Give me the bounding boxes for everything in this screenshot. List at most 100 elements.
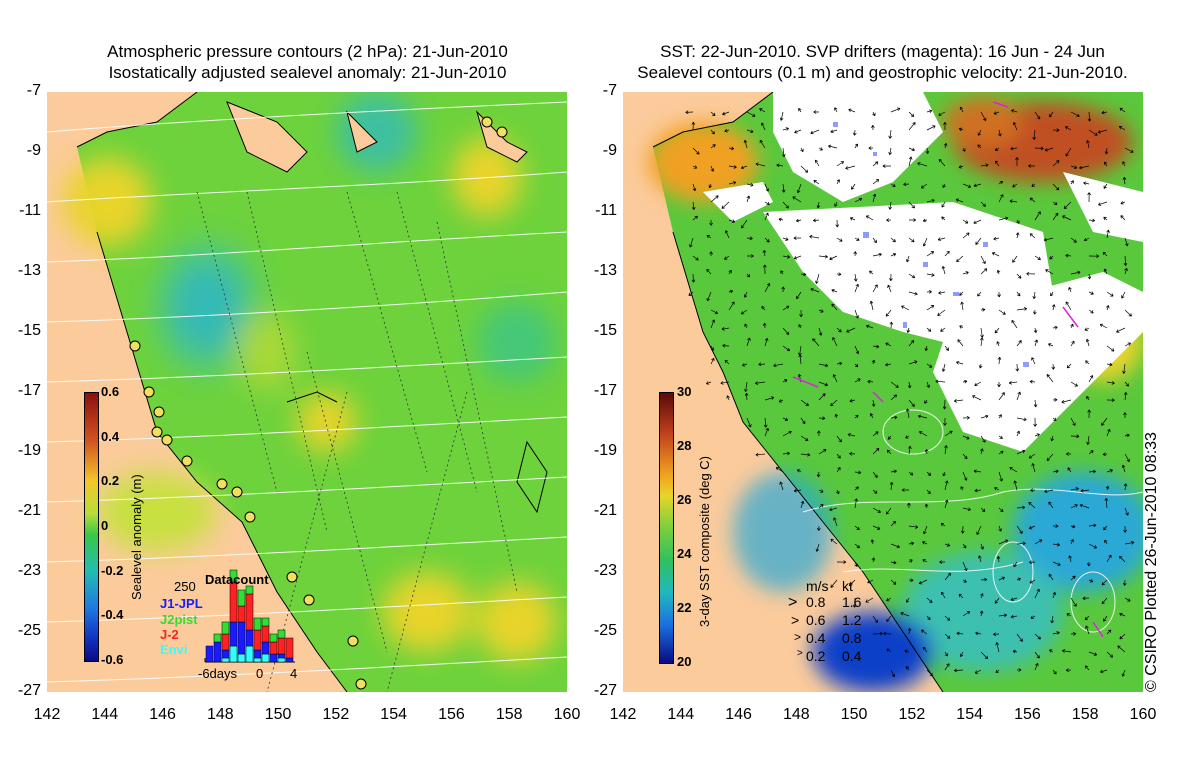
- velocity-arrow: [764, 183, 769, 192]
- velocity-arrow: [836, 327, 842, 333]
- velocity-arrow: [724, 359, 730, 365]
- velocity-arrow: [1009, 467, 1018, 473]
- velocity-arrow: [728, 301, 735, 311]
- left-x-tick: 152: [322, 706, 350, 723]
- left-y-tick: -23: [17, 562, 41, 579]
- velocity-arrow: [1088, 450, 1094, 455]
- velocity-arrow: [1103, 216, 1108, 221]
- plot-credit: © CSIRO Plotted 26-Jun-2010 08:33: [1143, 432, 1160, 692]
- datacount-xlabel-zero: 0: [256, 666, 264, 681]
- velocity-arrow: [974, 669, 982, 674]
- velocity-arrow: [1051, 304, 1056, 311]
- velocity-arrow: [865, 597, 874, 603]
- velocity-arrow: [818, 309, 824, 313]
- velocity-arrow: [846, 327, 856, 333]
- velocity-arrow: [872, 284, 878, 293]
- velocity-arrow: [764, 427, 769, 437]
- velocity-arrow: [1008, 381, 1018, 385]
- velocity-arrow: [1119, 107, 1126, 113]
- velocity-arrow: [691, 201, 696, 210]
- velocity-arrow: [1105, 305, 1110, 311]
- velocity-arrow: [853, 251, 858, 257]
- velocity-arrow: [943, 122, 947, 131]
- velocity-arrow: [1052, 669, 1057, 675]
- velocity-arrow: [980, 651, 989, 660]
- velocity-arrow: [944, 345, 950, 351]
- velocity-arrow: [1070, 575, 1076, 581]
- velocity-key-kt: 0.4: [842, 648, 862, 664]
- velocity-arrow: [1012, 122, 1018, 131]
- velocity-arrow: [938, 111, 946, 117]
- left-map-title: Atmospheric pressure contours (2 hPa): 2…: [50, 41, 565, 83]
- velocity-arrow: [872, 344, 880, 349]
- velocity-arrow: [740, 165, 748, 170]
- velocity-arrow: [923, 525, 928, 535]
- right-x-tick: 144: [667, 706, 695, 723]
- velocity-arrow: [908, 445, 912, 455]
- velocity-arrow: [1123, 412, 1127, 419]
- velocity-arrow: [1106, 381, 1115, 385]
- velocity-arrow: [708, 183, 713, 189]
- velocity-arrow: [1122, 161, 1126, 167]
- left-title-line1: Atmospheric pressure contours (2 hPa): 2…: [107, 42, 508, 61]
- velocity-arrow: [1046, 453, 1054, 462]
- velocity-arrow: [1011, 319, 1018, 329]
- velocity-arrow: [922, 237, 928, 247]
- velocity-arrow: [956, 360, 964, 365]
- velocity-arrow: [759, 139, 766, 149]
- velocity-arrow: [1026, 271, 1036, 276]
- right-title-line2: Sealevel contours (0.1 m) and geostrophi…: [637, 63, 1128, 82]
- velocity-arrow: [692, 165, 698, 169]
- velocity-arrow: [818, 416, 826, 421]
- velocity-arrow: [1010, 146, 1018, 151]
- velocity-arrow: [728, 289, 734, 294]
- velocity-arrow: [1034, 588, 1040, 599]
- velocity-arrow: [991, 252, 1000, 257]
- velocity-arrow: [706, 234, 712, 239]
- velocity-arrow: [816, 430, 821, 437]
- velocity-arrow: [1034, 433, 1040, 437]
- velocity-arrow: [1016, 417, 1027, 422]
- velocity-arrow: [836, 560, 847, 564]
- velocity-arrow: [905, 435, 910, 439]
- velocity-arrow: [977, 291, 982, 297]
- velocity-arrow: [890, 237, 896, 243]
- datacount-bar: [245, 585, 254, 595]
- velocity-arrow: [1070, 524, 1076, 529]
- velocity-arrow: [872, 431, 879, 437]
- right-x-tick: 150: [840, 706, 868, 723]
- right-y-tick: -9: [602, 142, 617, 159]
- velocity-key-arrow-icon: >: [791, 612, 800, 628]
- velocity-arrow: [1034, 663, 1039, 671]
- velocity-arrow: [953, 399, 964, 403]
- velocity-arrow: [1123, 255, 1128, 266]
- velocity-arrow: [1034, 539, 1043, 545]
- velocity-arrow: [764, 201, 770, 206]
- velocity-arrow: [980, 255, 986, 265]
- velocity-arrow: [1028, 164, 1036, 168]
- velocity-arrow: [978, 555, 982, 563]
- velocity-arrow: [935, 379, 946, 384]
- datacount-bars: [205, 569, 294, 663]
- velocity-arrow: [1119, 555, 1126, 563]
- velocity-arrow: [1106, 554, 1112, 563]
- datacount-bar: [269, 633, 278, 643]
- velocity-arrow: [1062, 215, 1072, 221]
- datacount-bar: [237, 653, 246, 663]
- velocity-arrow: [960, 301, 964, 311]
- velocity-arrow: [954, 668, 964, 673]
- velocity-arrow: [1052, 201, 1058, 205]
- sealevel-anomaly-svg: [47, 92, 567, 692]
- velocity-arrow: [1032, 309, 1037, 315]
- velocity-arrow: [980, 543, 984, 550]
- datacount-bar: [237, 605, 246, 623]
- velocity-arrow: [887, 284, 892, 293]
- velocity-arrow: [872, 489, 878, 494]
- velocity-arrow: [710, 319, 716, 329]
- velocity-arrow: [918, 579, 928, 585]
- velocity-arrow: [852, 597, 857, 608]
- velocity-arrow: [1070, 270, 1081, 275]
- velocity-arrow: [871, 399, 876, 407]
- velocity-arrow: [854, 237, 860, 241]
- velocity-arrow: [1106, 229, 1110, 239]
